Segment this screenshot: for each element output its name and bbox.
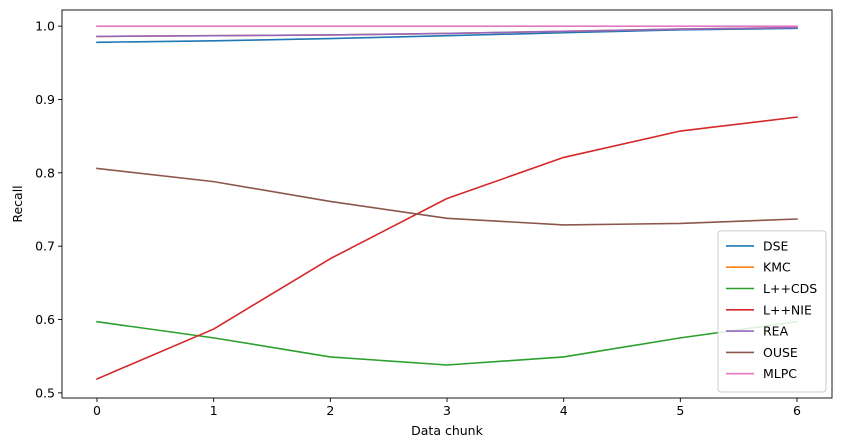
x-tick-label: 1	[210, 403, 218, 418]
series-line-l-cds	[96, 320, 798, 366]
legend-entry-label: DSE	[763, 238, 789, 253]
legend-entry-label: KMC	[763, 260, 791, 275]
y-tick-label: 1.0	[35, 19, 55, 34]
legend: DSE KMC L++CDS L++NIE REA OUSE MLPC	[717, 230, 827, 393]
legend-entry-label: MLPC	[763, 366, 797, 381]
y-tick-label: 0.5	[35, 385, 55, 400]
legend-entry-label: L++NIE	[763, 302, 812, 317]
y-axis: 0.5 0.6 0.7 0.8 0.9 1.0	[35, 19, 62, 400]
y-tick-label: 0.9	[35, 92, 55, 107]
legend-entry-label: L++CDS	[763, 281, 817, 296]
x-tick-label: 6	[793, 403, 801, 418]
legend-entry-label: OUSE	[763, 345, 798, 360]
x-tick-label: 2	[326, 403, 334, 418]
y-tick-label: 0.7	[35, 239, 55, 254]
series-layer	[95, 25, 798, 380]
series-line-rea	[96, 26, 798, 38]
x-tick-label: 0	[93, 403, 101, 418]
x-tick-label: 3	[443, 403, 451, 418]
y-tick-label: 0.6	[35, 312, 55, 327]
series-line-l-nie	[95, 116, 798, 380]
y-axis-label: Recall	[10, 185, 25, 222]
legend-entry-label: REA	[763, 324, 789, 339]
x-axis-label: Data chunk	[411, 423, 483, 438]
x-axis: 0 1 2 3 4 5 6	[93, 398, 801, 418]
series-line-ouse	[96, 167, 798, 226]
y-tick-label: 0.8	[35, 165, 55, 180]
x-tick-label: 4	[560, 403, 568, 418]
x-tick-label: 5	[676, 403, 684, 418]
